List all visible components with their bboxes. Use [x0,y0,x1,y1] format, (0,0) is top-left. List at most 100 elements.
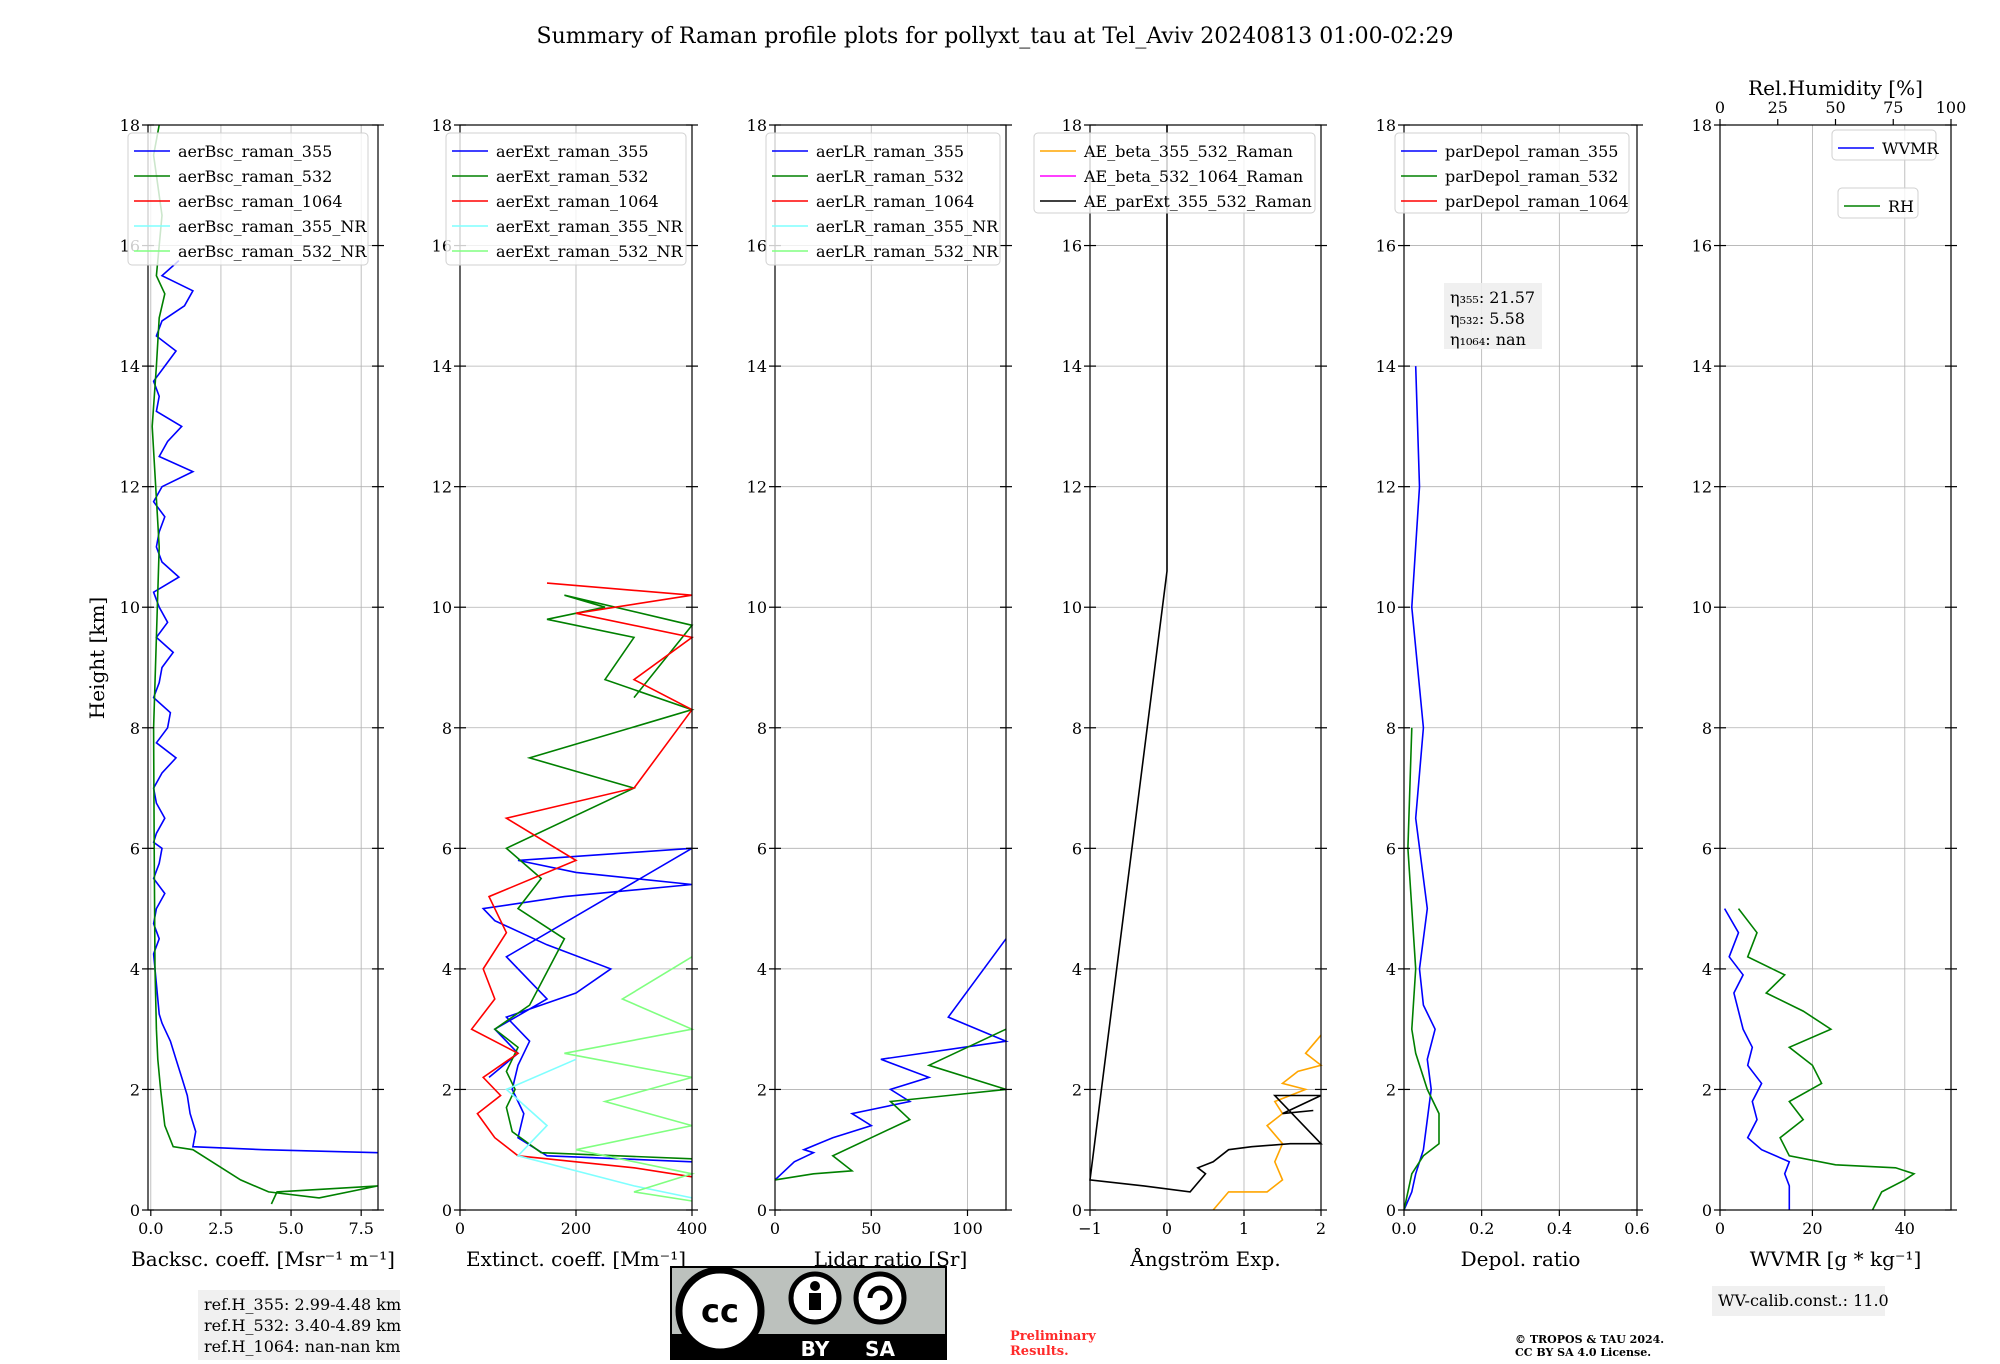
legend: WVMR [1831,129,1939,161]
y-tick-label: 12 [1376,478,1396,497]
series-line-aerLR_raman_355 [774,938,1009,1181]
y-tick-label: 14 [747,357,767,376]
x-tick-label: 0.6 [1624,1219,1649,1238]
legend-box [765,132,1001,266]
y-tick-label: 18 [747,116,767,135]
y-tick-label: 2 [442,1080,452,1099]
y-tick-label: 0 [757,1201,767,1220]
legend-entry-label: parDepol_raman_355 [1445,142,1618,161]
cc-logo-icon [675,1266,765,1356]
annotation-line: ref.H_355: 2.99-4.48 km [204,1295,401,1314]
legend: aerBsc_raman_355 aerBsc_raman_532 aerBsc_r… [127,132,369,266]
legend-entry-label: AE_beta_355_532_Raman [1083,142,1293,161]
top-x-tick-label: 0 [1715,98,1725,117]
series-line-aerExt_raman_355 [481,847,693,1163]
y-tick-label: 12 [1062,478,1082,497]
legend-entry-label: aerBsc_raman_532_NR [178,242,367,261]
x-tick-label: 0 [455,1219,465,1238]
x-tick-label: 0.0 [138,1219,163,1238]
copyright-line2: CC BY SA 4.0 License. [1515,1346,1651,1359]
series-line-AE_beta_355_532_Raman [1212,1034,1323,1211]
y-tick-label: 6 [442,839,452,858]
y-tick-label: 14 [1692,357,1712,376]
top-axis-label: Rel.Humidity [%] [1748,76,1923,100]
share-alike-icon [853,1271,907,1325]
x-axis-label: Extinct. coeff. [Mm⁻¹] [466,1247,686,1271]
legend-entry-label: aerBsc_raman_355_NR [178,217,367,236]
annotation-line: η₁₀₆₄: nan [1450,330,1526,349]
y-tick-label: 8 [130,719,140,738]
x-tick-label: 0 [1162,1219,1172,1238]
badge-sa-label: SA [865,1337,895,1360]
figure-title: Summary of Raman profile plots for polly… [537,24,1454,49]
y-tick-label: 0 [130,1201,140,1220]
y-tick-label: 12 [120,478,140,497]
y-axis-label: Height [km] [85,597,109,719]
legend-box [1837,187,1919,219]
y-tick-label: 10 [432,598,452,617]
cc-license-badge[interactable]: cc BY SA [670,1266,947,1364]
legend-entry-label: aerLR_raman_1064 [816,192,974,211]
annotation-line: ref.H_1064: nan-nan km [204,1337,400,1356]
y-tick-label: 8 [442,719,452,738]
y-tick-label: 16 [747,237,767,256]
x-tick-label: 7.5 [348,1219,373,1238]
y-tick-label: 2 [757,1080,767,1099]
legend-entry-label: aerExt_raman_532_NR [496,242,684,261]
x-axis-label: Backsc. coeff. [Msr⁻¹ m⁻¹] [131,1247,395,1271]
badge-by-label: BY [801,1337,830,1360]
axes-frame [774,124,1007,1211]
legend: aerLR_raman_355 aerLR_raman_532 aerLR_rama… [765,132,1001,266]
y-tick-label: 14 [1376,357,1396,376]
annotation-box: ref.H_355: 2.99-4.48 km ref.H_532: 3.40-4… [198,1290,401,1360]
legend: AE_beta_355_532_Raman AE_beta_532_1064_Ra… [1033,132,1316,214]
y-tick-label: 8 [1702,719,1712,738]
y-tick-label: 14 [120,357,140,376]
y-tick-label: 6 [1702,839,1712,858]
y-tick-label: 6 [757,839,767,858]
share-alike-arrow-icon [867,1285,893,1311]
y-tick-label: 10 [1062,598,1082,617]
x-axis-label: Depol. ratio [1461,1247,1581,1271]
y-tick-label: 14 [432,357,452,376]
y-tick-label: 8 [1386,719,1396,738]
y-tick-label: 10 [1376,598,1396,617]
legend: aerExt_raman_355 aerExt_raman_532 aerExt_r… [445,132,687,266]
axes-frame [1719,124,1952,1211]
y-tick-label: 10 [1692,598,1712,617]
series-line-AE_parExt_355_532_Raman [1089,125,1323,1193]
y-tick-label: 18 [432,116,452,135]
x-tick-label: 2.5 [208,1219,233,1238]
cc-logo-text: cc [701,1292,739,1330]
preliminary-label-line2: Results. [1010,1344,1069,1359]
series-line-aerExt_raman_355_NR [504,1058,693,1199]
x-tick-label: 5.0 [278,1219,303,1238]
x-tick-label: 0.4 [1547,1219,1572,1238]
y-tick-label: 6 [130,839,140,858]
x-tick-label: 0.2 [1469,1219,1494,1238]
y-tick-label: 4 [130,960,140,979]
y-tick-label: 8 [1072,719,1082,738]
series-line-parDepol_raman_355 [1403,366,1436,1211]
y-tick-label: 14 [1062,357,1082,376]
legend-box [445,132,687,266]
person-head-icon [810,1281,820,1291]
legend-entry-label: parDepol_raman_1064 [1445,192,1629,211]
y-tick-label: 12 [747,478,767,497]
y-tick-label: 2 [1702,1080,1712,1099]
annotation-background [198,1290,400,1360]
series-line-aerLR_raman_532 [774,1028,1007,1181]
y-tick-label: 0 [1386,1201,1396,1220]
x-tick-label: −1 [1078,1219,1102,1238]
y-tick-label: 12 [432,478,452,497]
x-tick-label: 1 [1239,1219,1249,1238]
legend: RH [1837,187,1919,219]
series-line-aerBsc_raman_532 [151,124,379,1205]
annotation-box: η₃₅₅: 21.57 η₅₃₂: 5.58 η₁₀₆₄: nan [1444,283,1542,349]
y-tick-label: 4 [757,960,767,979]
legend-entry-label: AE_parExt_355_532_Raman [1083,192,1312,211]
x-tick-label: 0.0 [1391,1219,1416,1238]
annotation-line: ref.H_532: 3.40-4.89 km [204,1316,401,1335]
